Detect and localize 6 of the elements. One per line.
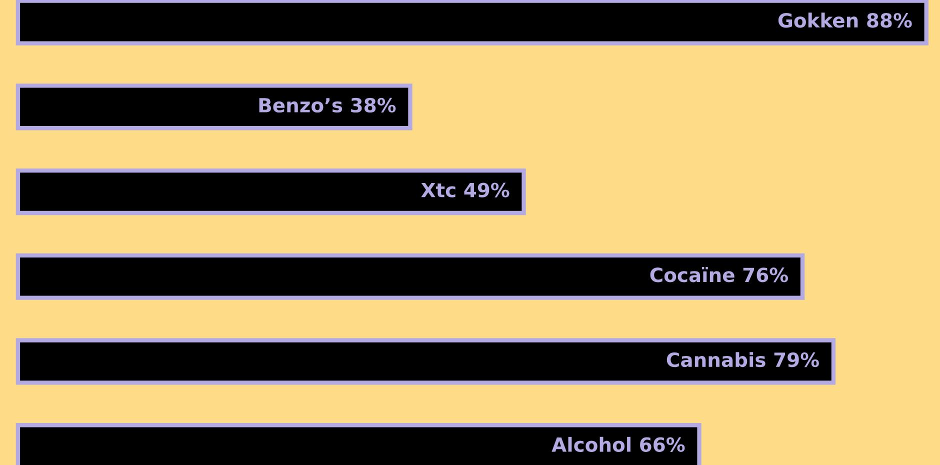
data-label: Benzo’s 38%: [259, 98, 396, 113]
data-label: Xtc 49%: [421, 182, 510, 198]
data-label: Cannabis 79%: [666, 352, 819, 368]
data-label: Gokken 88%: [778, 12, 912, 28]
data-label: Alcohol 66%: [552, 436, 685, 452]
data-label: Cocaïne 76%: [650, 266, 788, 282]
